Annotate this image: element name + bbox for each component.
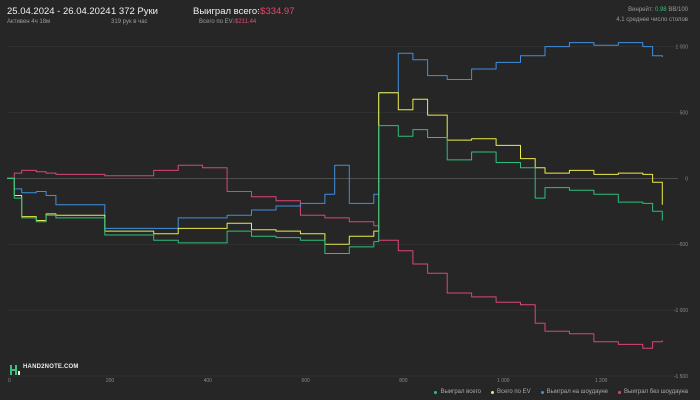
legend-swatch (434, 390, 438, 394)
x-tick-label: 600 (301, 378, 310, 384)
y-tick-label: -1 000 (674, 308, 688, 314)
legend-label: Выиграл без шоудауна (624, 389, 688, 395)
x-tick-label: 200 (106, 378, 115, 384)
hands-count: 1 372 Руки (111, 6, 158, 17)
hand2note-logo: HAND2NOTE.COM (10, 362, 79, 375)
x-tick-label: 1 000 (497, 378, 510, 384)
ev-total-value: -$211.44 (233, 19, 257, 25)
y-tick-label: 0 (685, 176, 688, 182)
x-tick-label: 800 (399, 378, 408, 384)
average-tables: 4,1 среднее число столов (616, 17, 688, 23)
y-tick-label: 500 (680, 110, 689, 116)
legend-label: Выиграл на шоудауне (546, 389, 608, 395)
x-tick-label: 400 (204, 378, 213, 384)
active-time: Активен 4ч 18м (7, 19, 51, 25)
x-tick-label: 0 (8, 378, 11, 384)
legend-label: Выиграл всего (440, 389, 482, 395)
legend-swatch (618, 390, 621, 394)
series-line-won-total (7, 125, 663, 254)
hand2note-logo-icon (10, 362, 20, 375)
session-summary-header: 25.04.2024 - 26.04.2024 Активен 4ч 18м 1… (0, 0, 700, 36)
won-total-value: -$334.97 (257, 6, 295, 17)
legend-swatch (540, 390, 544, 394)
legend-item[interactable]: Выиграл на шоудауне (540, 389, 608, 395)
ev-total-label: Всего по EV: (199, 19, 235, 25)
y-tick-label: -1 500 (674, 374, 688, 380)
date-range: 25.04.2024 - 26.04.2024 (7, 6, 111, 17)
chart-legend: Выиграл всего Всего по EV Выиграл на шоуда… (434, 389, 688, 395)
hand2note-logo-text: HAND2NOTE.COM (23, 364, 79, 370)
y-tick-label: 1 000 (675, 45, 688, 51)
series-line-showdown (7, 42, 663, 229)
winrate-label: Винрейт: (628, 7, 654, 13)
y-tick-label: -500 (678, 242, 688, 248)
legend-swatch (491, 390, 495, 394)
winrate-value: 0.98 (654, 7, 667, 13)
series-line-non-showdown (7, 164, 663, 349)
legend-item[interactable]: Выиграл всего (434, 389, 481, 395)
legend-item[interactable]: Всего по EV (491, 389, 531, 395)
winrate-unit: BB/100 (668, 7, 688, 13)
won-total-label: Выиграл всего: (193, 6, 260, 17)
legend-item[interactable]: Выиграл без шоудауна (618, 389, 688, 395)
legend-label: Всего по EV (497, 389, 531, 395)
hands-per-hour: 319 рук в час (111, 19, 148, 25)
x-tick-label: 1 200 (595, 378, 608, 384)
winrate: Винрейт: 0.98 BB/100 (628, 7, 688, 13)
